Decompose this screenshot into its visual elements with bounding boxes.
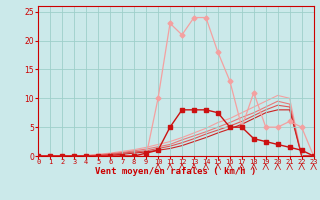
X-axis label: Vent moyen/en rafales ( km/h ): Vent moyen/en rafales ( km/h ) bbox=[95, 167, 257, 176]
